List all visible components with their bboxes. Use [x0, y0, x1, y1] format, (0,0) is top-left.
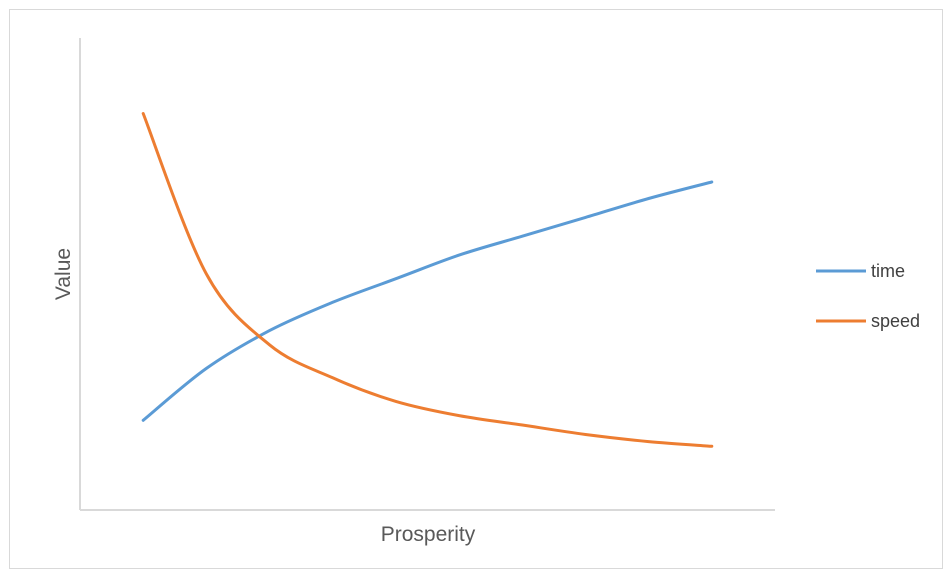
- legend-item-time: time: [816, 261, 905, 281]
- legend-label-time: time: [871, 261, 905, 281]
- series-line-time: [141, 180, 714, 422]
- chart-frame: [9, 9, 943, 569]
- legend-label-speed: speed: [871, 311, 920, 331]
- x-axis-title: Prosperity: [381, 523, 476, 546]
- series-layer: [141, 112, 714, 448]
- legend-item-speed: speed: [816, 311, 920, 331]
- legend: time speed: [816, 261, 920, 331]
- y-axis-title: Value: [52, 248, 75, 300]
- series-line-speed: [141, 112, 714, 448]
